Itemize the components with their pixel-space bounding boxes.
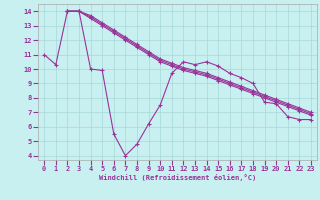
X-axis label: Windchill (Refroidissement éolien,°C): Windchill (Refroidissement éolien,°C) [99, 174, 256, 181]
